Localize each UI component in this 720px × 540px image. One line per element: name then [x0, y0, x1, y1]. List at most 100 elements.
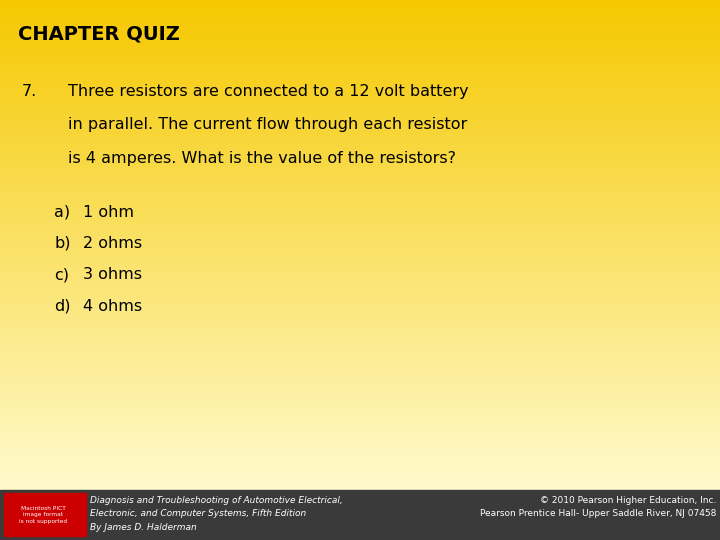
- Bar: [0, 83, 720, 85]
- Bar: [0, 415, 720, 416]
- Bar: [0, 137, 720, 139]
- Bar: [0, 399, 720, 400]
- Bar: [0, 361, 720, 362]
- Bar: [0, 177, 720, 178]
- Bar: [0, 67, 720, 69]
- Text: Diagnosis and Troubleshooting of Automotive Electrical,: Diagnosis and Troubleshooting of Automot…: [90, 496, 343, 505]
- Bar: [0, 335, 720, 336]
- Bar: [0, 8, 720, 10]
- Bar: [0, 209, 720, 211]
- Bar: [0, 408, 720, 410]
- Bar: [0, 157, 720, 158]
- Bar: [0, 232, 720, 233]
- Bar: [0, 478, 720, 480]
- Bar: [0, 299, 720, 300]
- Bar: [0, 80, 720, 82]
- Bar: [0, 225, 720, 227]
- Bar: [0, 302, 720, 303]
- Bar: [0, 424, 720, 426]
- Bar: [0, 145, 720, 147]
- Bar: [0, 160, 720, 161]
- Bar: [0, 60, 720, 62]
- Bar: [0, 436, 720, 437]
- Bar: [0, 65, 720, 67]
- Bar: [0, 75, 720, 77]
- Bar: [0, 287, 720, 289]
- Bar: [0, 439, 720, 441]
- Bar: [0, 11, 720, 13]
- Bar: [0, 343, 720, 345]
- Bar: [0, 82, 720, 83]
- Bar: [0, 170, 720, 171]
- Text: b): b): [54, 236, 71, 251]
- Bar: [0, 362, 720, 364]
- Bar: [0, 41, 720, 43]
- Bar: [0, 474, 720, 475]
- Bar: [0, 457, 720, 459]
- Bar: [0, 78, 720, 80]
- Bar: [0, 21, 720, 23]
- Bar: [0, 379, 720, 380]
- Bar: [0, 292, 720, 294]
- Bar: [0, 469, 720, 470]
- Bar: [0, 382, 720, 383]
- Bar: [0, 150, 720, 152]
- Bar: [0, 26, 720, 28]
- Bar: [0, 142, 720, 144]
- Bar: [0, 126, 720, 127]
- Bar: [0, 116, 720, 118]
- Bar: [0, 52, 720, 54]
- Bar: [0, 418, 720, 420]
- Text: 2 ohms: 2 ohms: [83, 236, 142, 251]
- Bar: [0, 171, 720, 173]
- Bar: [0, 186, 720, 188]
- Bar: [0, 85, 720, 86]
- Bar: [0, 136, 720, 137]
- Bar: [0, 472, 720, 474]
- Bar: [0, 294, 720, 295]
- Bar: [0, 447, 720, 449]
- Bar: [0, 139, 720, 140]
- Bar: [0, 245, 720, 247]
- Bar: [0, 191, 720, 193]
- Bar: [0, 426, 720, 428]
- Bar: [0, 90, 720, 91]
- Bar: [0, 113, 720, 114]
- Bar: [0, 101, 720, 103]
- Bar: [0, 387, 720, 389]
- Bar: [0, 180, 720, 181]
- Text: © 2010 Pearson Higher Education, Inc.: © 2010 Pearson Higher Education, Inc.: [540, 496, 716, 505]
- Bar: [0, 477, 720, 478]
- Bar: [0, 185, 720, 186]
- Bar: [0, 423, 720, 424]
- Bar: [0, 462, 720, 464]
- Bar: [0, 322, 720, 323]
- Bar: [0, 312, 720, 313]
- Bar: [0, 166, 720, 168]
- Bar: [0, 407, 720, 408]
- Bar: [0, 470, 720, 472]
- Bar: [0, 297, 720, 299]
- Text: a): a): [54, 205, 70, 220]
- Bar: [0, 459, 720, 461]
- Bar: [0, 317, 720, 319]
- Bar: [0, 224, 720, 225]
- Bar: [0, 434, 720, 436]
- Bar: [0, 10, 720, 11]
- Bar: [0, 124, 720, 126]
- Bar: [0, 161, 720, 163]
- Bar: [0, 153, 720, 155]
- Bar: [0, 279, 720, 281]
- Text: 7.: 7.: [22, 84, 37, 99]
- Bar: [0, 260, 720, 261]
- Bar: [0, 291, 720, 292]
- Bar: [4, 494, 86, 536]
- Bar: [0, 405, 720, 407]
- Bar: [0, 3, 720, 5]
- Bar: [0, 44, 720, 46]
- Bar: [0, 32, 720, 34]
- Bar: [0, 127, 720, 129]
- Bar: [0, 121, 720, 123]
- Bar: [0, 475, 720, 477]
- Bar: [0, 487, 720, 488]
